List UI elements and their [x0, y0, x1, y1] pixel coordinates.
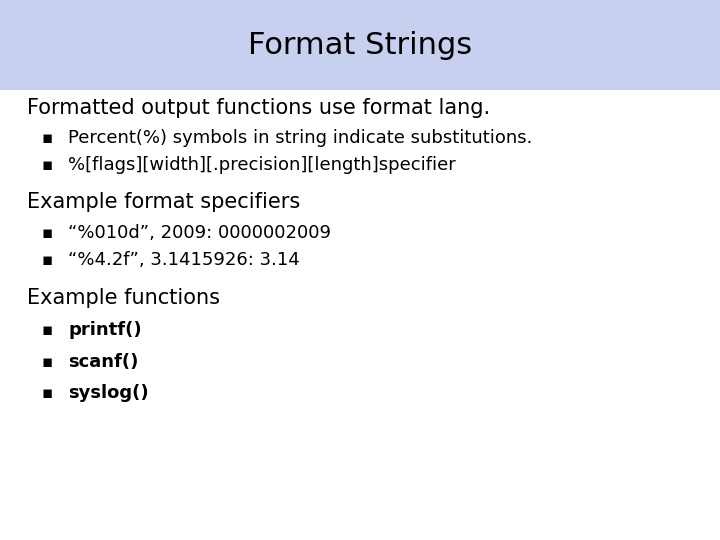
Text: ▪: ▪ [41, 129, 53, 147]
Text: ▪: ▪ [41, 224, 53, 242]
Text: %[flags][width][.precision][length]specifier: %[flags][width][.precision][length]speci… [68, 156, 456, 174]
Text: printf(): printf() [68, 321, 142, 340]
Text: Format Strings: Format Strings [248, 31, 472, 60]
Text: ▪: ▪ [41, 353, 53, 371]
Text: “%010d”, 2009: 0000002009: “%010d”, 2009: 0000002009 [68, 224, 331, 242]
Text: ▪: ▪ [41, 156, 53, 174]
Text: Percent(%) symbols in string indicate substitutions.: Percent(%) symbols in string indicate su… [68, 129, 533, 147]
Text: syslog(): syslog() [68, 384, 149, 402]
Text: scanf(): scanf() [68, 353, 139, 371]
Text: Example functions: Example functions [27, 288, 220, 308]
Text: “%4.2f”, 3.1415926: 3.14: “%4.2f”, 3.1415926: 3.14 [68, 251, 300, 269]
Text: Formatted output functions use format lang.: Formatted output functions use format la… [27, 98, 490, 118]
Text: Example format specifiers: Example format specifiers [27, 192, 301, 213]
Bar [0, 0, 720, 90]
Text: ▪: ▪ [41, 384, 53, 402]
Text: ▪: ▪ [41, 321, 53, 340]
Text: ▪: ▪ [41, 251, 53, 269]
